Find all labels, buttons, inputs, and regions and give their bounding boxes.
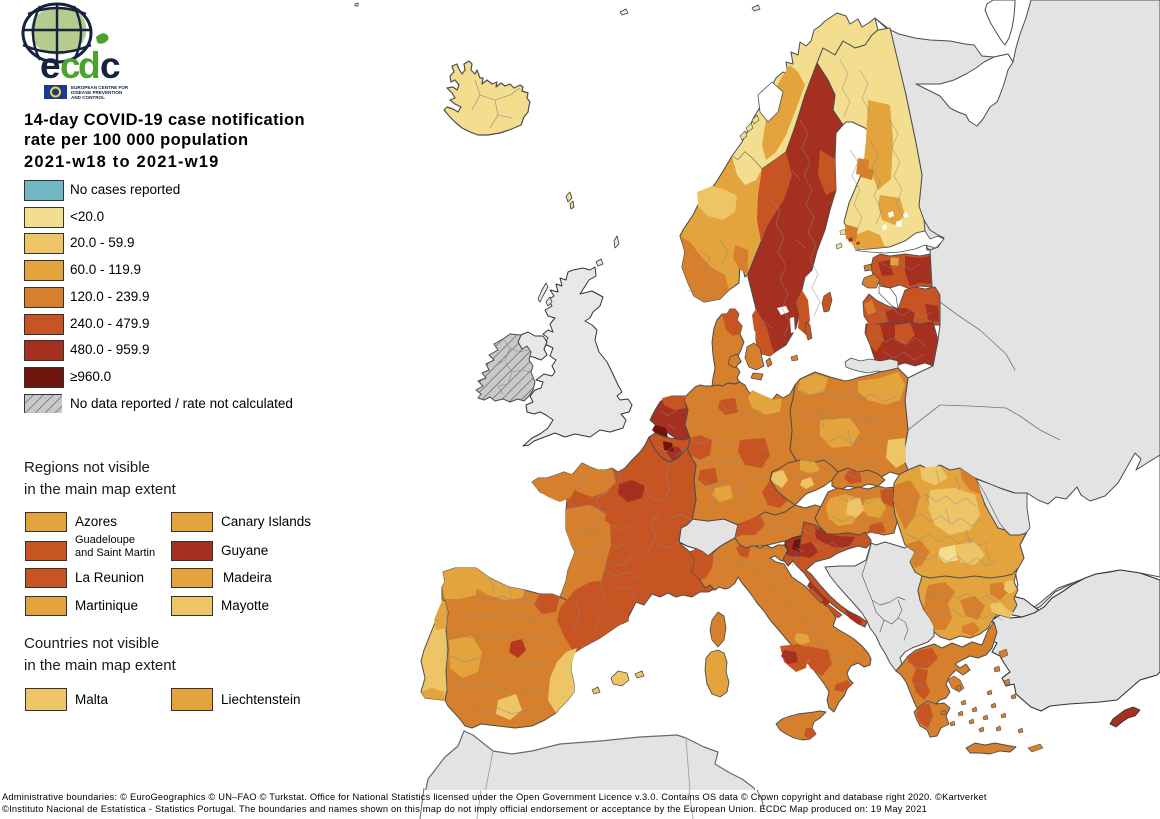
svg-text:AND CONTROL: AND CONTROL — [71, 95, 105, 100]
svg-text:c: c — [100, 45, 120, 86]
svg-text:EUROPEAN CENTRE FOR: EUROPEAN CENTRE FOR — [71, 85, 129, 90]
svg-text:e: e — [40, 45, 60, 86]
svg-text:DISEASE PREVENTION: DISEASE PREVENTION — [71, 90, 123, 95]
svg-text:d: d — [78, 45, 100, 86]
svg-text:c: c — [60, 45, 80, 86]
